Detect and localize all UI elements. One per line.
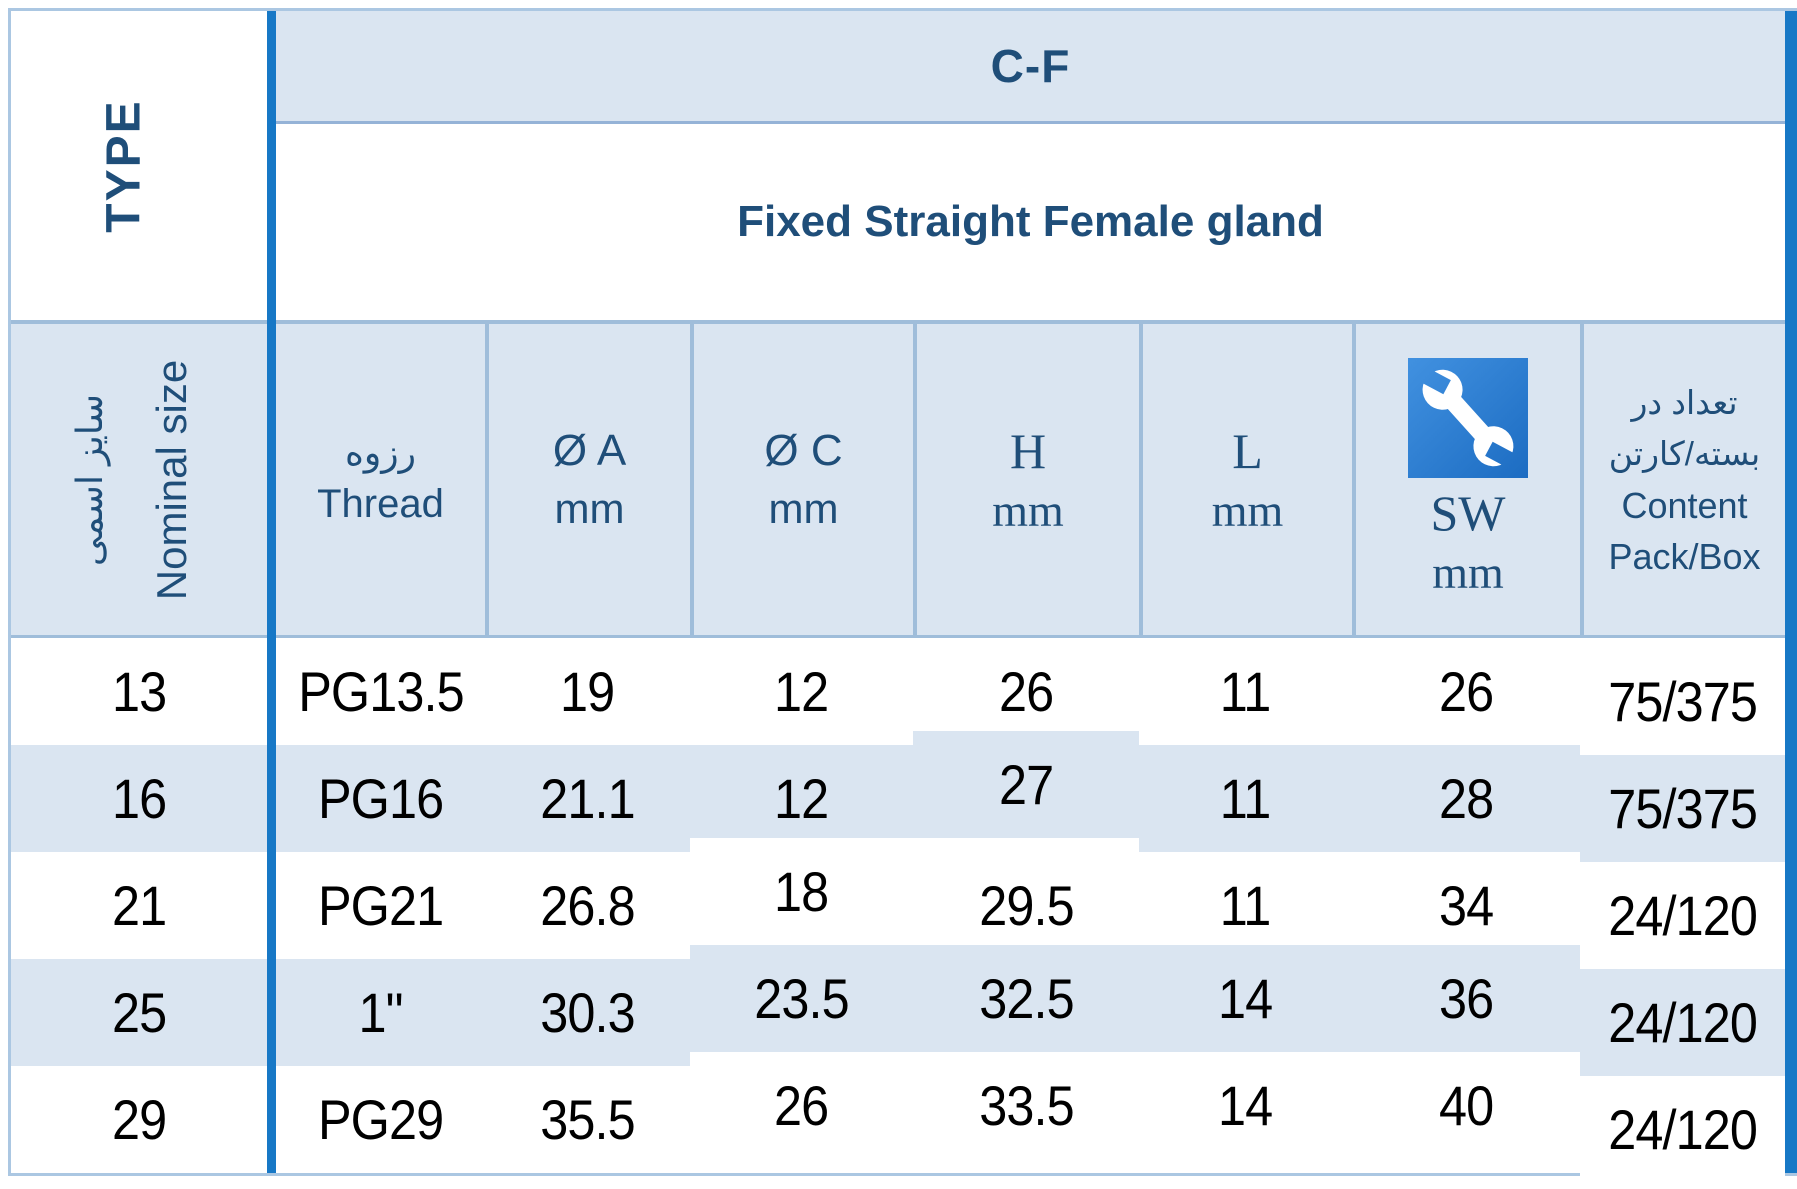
cell-pack: 24/120 <box>1580 1076 1785 1183</box>
cell-nominal: 25 <box>11 959 267 1066</box>
cell-dia-c: 18 <box>690 838 913 945</box>
cell-sw: 34 <box>1352 852 1580 959</box>
col-header-thread: رزوه Thread <box>276 320 485 638</box>
thread-label-en: Thread <box>317 481 444 526</box>
cell-thread: PG29 <box>276 1066 485 1173</box>
cell-sw: 40 <box>1352 1052 1580 1159</box>
dia-a-symbol: Ø A <box>552 426 627 476</box>
cell-l: 11 <box>1139 638 1352 745</box>
col-header-dia-a: Ø A mm <box>485 320 690 638</box>
table-right-edge-bar <box>1785 11 1797 1173</box>
cell-nominal: 13 <box>11 638 267 745</box>
cell-pack: 75/375 <box>1580 755 1785 862</box>
cell-dia-c: 12 <box>690 638 913 745</box>
cell-dia-c: 23.5 <box>690 945 913 1052</box>
nominal-size-label-fa: سایز اسمی <box>69 393 111 566</box>
l-unit: mm <box>1211 485 1284 536</box>
cell-sw: 28 <box>1352 745 1580 852</box>
col-header-dia-c: Ø C mm <box>690 320 913 638</box>
col-header-nominal-size: سایز اسمی Nominal size <box>11 320 267 638</box>
cell-thread: 1" <box>276 959 485 1066</box>
cell-dia-a: 19 <box>485 638 690 745</box>
sw-unit: mm <box>1432 547 1504 598</box>
cell-sw: 26 <box>1352 638 1580 745</box>
product-code-band: C-F <box>276 11 1785 121</box>
cell-h: 33.5 <box>913 1052 1139 1159</box>
cell-dia-c: 12 <box>690 745 913 852</box>
dia-a-unit: mm <box>554 484 625 532</box>
cell-l: 11 <box>1139 745 1352 852</box>
cell-dia-a: 35.5 <box>485 1066 690 1173</box>
cell-dia-c: 26 <box>690 1052 913 1159</box>
cell-dia-a: 30.3 <box>485 959 690 1066</box>
pack-label-fa-line2: بسته/کارتن <box>1608 435 1761 473</box>
cell-pack: 75/375 <box>1580 648 1785 755</box>
cell-nominal: 29 <box>11 1066 267 1173</box>
cell-h: 26 <box>913 638 1139 745</box>
spec-table: TYPE C-F Fixed Straight Female gland سای… <box>8 8 1797 1183</box>
cell-sw: 36 <box>1352 945 1580 1052</box>
cell-nominal: 16 <box>11 745 267 852</box>
cell-nominal: 21 <box>11 852 267 959</box>
cell-thread: PG16 <box>276 745 485 852</box>
cell-dia-a: 26.8 <box>485 852 690 959</box>
cell-h: 27 <box>913 731 1139 838</box>
cell-h: 29.5 <box>913 852 1139 959</box>
col-header-h: H mm <box>913 320 1139 638</box>
pack-label-en-line2: Pack/Box <box>1608 535 1761 577</box>
h-unit: mm <box>992 485 1064 536</box>
cell-pack: 24/120 <box>1580 862 1785 969</box>
product-name: Fixed Straight Female gland <box>737 197 1324 246</box>
pack-label-fa-line1: تعداد در <box>1631 384 1738 422</box>
band-separator-line <box>276 121 1785 124</box>
cell-pack: 24/120 <box>1580 969 1785 1076</box>
type-column-divider <box>267 11 276 1173</box>
product-name-band: Fixed Straight Female gland <box>276 124 1785 320</box>
col-header-pack-box: تعداد در بسته/کارتن Content Pack/Box <box>1580 320 1785 638</box>
cell-h: 32.5 <box>913 945 1139 1052</box>
h-symbol: H <box>1009 422 1047 479</box>
cell-dia-a: 21.1 <box>485 745 690 852</box>
cell-l: 11 <box>1139 852 1352 959</box>
type-label: TYPE <box>97 98 151 233</box>
cell-thread: PG13.5 <box>276 638 485 745</box>
pack-label-en-line1: Content <box>1621 484 1748 526</box>
wrench-icon <box>1408 357 1528 478</box>
col-header-sw: SW mm <box>1352 320 1580 638</box>
cell-l: 14 <box>1139 945 1352 1052</box>
product-code: C-F <box>990 40 1071 92</box>
nominal-size-label-en: Nominal size <box>148 359 196 600</box>
cell-thread: PG21 <box>276 852 485 959</box>
cell-l: 14 <box>1139 1052 1352 1159</box>
sw-symbol: SW <box>1430 484 1506 541</box>
dia-c-symbol: Ø C <box>764 426 843 476</box>
col-header-l: L mm <box>1139 320 1352 638</box>
thread-label-fa: رزوه <box>344 432 416 474</box>
l-symbol: L <box>1232 422 1263 479</box>
dia-c-unit: mm <box>768 484 839 532</box>
type-header-cell: TYPE <box>11 11 267 320</box>
